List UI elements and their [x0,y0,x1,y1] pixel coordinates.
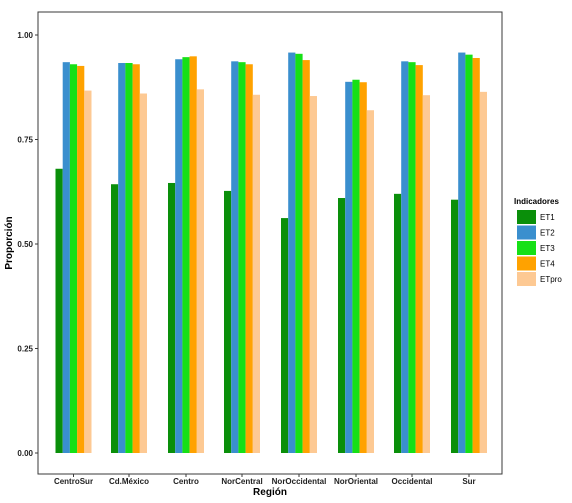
bar-et4-2 [189,56,197,453]
y-axis: 0.00 0.25 0.50 0.75 1.00 [17,31,38,458]
bar-et1-3 [224,190,232,453]
y-tick-label: 0.25 [17,345,33,354]
bar-et2-0 [62,62,70,454]
bar-et2-2 [175,59,183,454]
legend-key-et3 [517,241,536,255]
legend-label-et2: ET2 [540,229,555,238]
bar-etpro-4 [309,96,317,453]
plot-panel [37,11,503,475]
bar-et2-6 [401,61,409,453]
bar-et3-5 [352,79,360,453]
bar-etpro-6 [422,95,430,453]
bar-et2-3 [231,61,239,453]
bar-et1-2 [168,182,176,453]
bar-etpro-3 [252,94,260,454]
bar-et2-4 [288,52,296,454]
y-tick-label: 1.00 [17,31,33,40]
bar-et1-7 [451,199,459,453]
x-axis-title: Región [253,487,287,498]
legend-label-et4: ET4 [540,260,555,269]
bar-et1-6 [394,193,402,453]
legend-key-etpro [517,272,536,286]
y-axis-title: Proporción [4,216,15,269]
bar-et4-6 [415,65,423,453]
bar-et4-5 [359,82,367,453]
bar-et3-1 [125,63,133,453]
bar-et1-1 [111,184,119,454]
y-tick-label: 0.00 [17,449,33,458]
bar-etpro-2 [196,89,204,453]
x-axis: CentroSur Cd.México Centro NorCentral NorOcc… [54,474,476,486]
bar-et2-5 [345,81,353,453]
bar-et1-4 [281,218,289,453]
legend-label-etpro: ETpro [540,275,562,284]
y-tick-label: 0.75 [17,136,33,145]
bar-etpro-0 [84,90,92,453]
y-tick-label: 0.50 [17,240,33,249]
bar-et4-0 [77,65,85,454]
legend-key-et1 [517,210,536,224]
x-tick-label: Centro [173,477,199,486]
legend-label-et3: ET3 [540,244,555,253]
bar-etpro-7 [479,91,487,453]
bar-et4-4 [302,60,310,453]
bar-et1-0 [55,168,63,453]
x-tick-label: Occidental [392,477,433,486]
legend: Indicadores ET1 ET2 ET3 ET4 ETpro [514,197,562,286]
x-tick-label: Sur [462,477,475,486]
bar-et2-1 [118,63,126,453]
bar-et3-0 [69,64,78,453]
bar-et4-3 [245,64,253,453]
legend-label-et1: ET1 [540,213,555,222]
bar-et1-5 [338,198,346,453]
x-tick-label: NorOriental [334,477,378,486]
bar-et2-7 [458,52,466,454]
bar-et3-7 [465,54,473,454]
x-tick-label: Cd.México [109,477,149,486]
bar-et4-1 [132,64,140,453]
bar-et3-4 [295,53,303,454]
x-tick-label: NorOccidental [272,477,327,486]
bar-et3-3 [238,62,246,454]
bar-et3-2 [182,57,190,454]
legend-key-et2 [517,225,536,240]
bar-et4-7 [472,57,480,454]
bar-etpro-1 [139,93,147,454]
legend-title: Indicadores [514,197,559,206]
x-tick-label: NorCentral [221,477,262,486]
bar-et3-6 [408,62,416,454]
bar-etpro-5 [366,110,374,454]
x-tick-label: CentroSur [54,477,93,486]
legend-key-et4 [517,256,536,271]
bars-layer [55,52,487,454]
